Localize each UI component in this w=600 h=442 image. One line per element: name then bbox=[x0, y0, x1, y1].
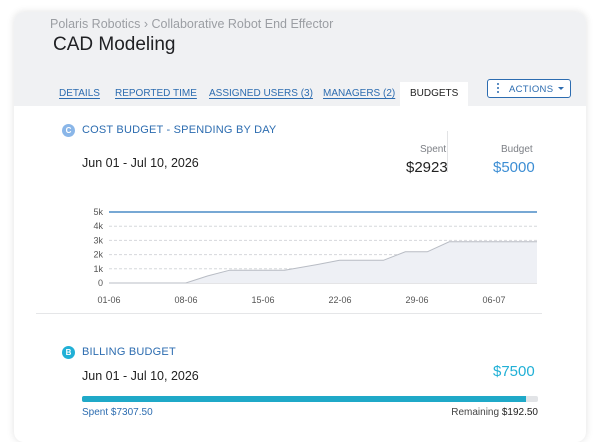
x-tick-label: 15-06 bbox=[251, 295, 274, 305]
spending-area bbox=[109, 241, 537, 283]
budget-value: $5000 bbox=[493, 159, 535, 176]
billing-spent: Spent $7307.50 bbox=[82, 407, 153, 418]
breadcrumb-project[interactable]: Collaborative Robot End Effector bbox=[151, 17, 334, 31]
page-header: Polaris Robotics › Collaborative Robot E… bbox=[14, 12, 586, 106]
x-tick-label: 08-06 bbox=[174, 295, 197, 305]
billing-budget-value: $7500 bbox=[493, 363, 535, 380]
billing-remaining: Remaining $192.50 bbox=[414, 407, 538, 418]
breadcrumb-separator: › bbox=[143, 17, 148, 31]
billing-budget-title: BILLING BUDGET bbox=[82, 346, 176, 358]
tab-managers[interactable]: MANAGERS (2) bbox=[323, 88, 396, 99]
budget-card: Polaris Robotics › Collaborative Robot E… bbox=[14, 12, 586, 442]
spent-label: Spent bbox=[420, 144, 447, 155]
tab-details[interactable]: DETAILS bbox=[59, 88, 100, 99]
billing-remaining-label: Remaining bbox=[451, 407, 500, 418]
actions-button-label: ACTIONS bbox=[509, 84, 554, 95]
tab-reported-time[interactable]: REPORTED TIME bbox=[115, 88, 197, 99]
billing-remaining-value: $192.50 bbox=[501, 407, 538, 418]
breadcrumb: Polaris Robotics › Collaborative Robot E… bbox=[50, 17, 333, 31]
tab-assigned-users[interactable]: ASSIGNED USERS (3) bbox=[209, 88, 313, 99]
billing-spent-value: $7307.50 bbox=[110, 407, 153, 418]
breadcrumb-org[interactable]: Polaris Robotics bbox=[50, 17, 141, 31]
y-tick-label: 3k bbox=[93, 235, 103, 245]
x-tick-label: 22-06 bbox=[328, 295, 351, 305]
y-tick-label: 5k bbox=[93, 207, 103, 217]
x-tick-label: 29-06 bbox=[405, 295, 428, 305]
cost-date-range: Jun 01 - Jul 10, 2026 bbox=[82, 156, 199, 170]
vertical-dots-icon bbox=[497, 83, 500, 95]
spending-chart: 0 1k 2k 3k 4k 5k 01-06 08-06 15-06 22-06 29-06 06-… bbox=[93, 207, 537, 305]
actions-button[interactable]: ACTIONS bbox=[487, 79, 571, 98]
billing-progress-fill bbox=[82, 396, 527, 402]
y-tick-label: 2k bbox=[93, 250, 103, 260]
billing-budget-badge: B bbox=[62, 346, 75, 359]
cost-budget-badge: C bbox=[62, 124, 75, 137]
y-tick-label: 4k bbox=[93, 221, 103, 231]
page-title: CAD Modeling bbox=[53, 34, 176, 55]
billing-date-range: Jun 01 - Jul 10, 2026 bbox=[82, 369, 199, 383]
cost-budget-title: COST BUDGET - SPENDING BY DAY bbox=[82, 124, 277, 136]
stat-divider bbox=[447, 131, 448, 172]
billing-progress-bar bbox=[82, 396, 538, 402]
section-divider bbox=[36, 313, 542, 314]
tab-bar: DETAILS REPORTED TIME ASSIGNED USERS (3)… bbox=[14, 82, 586, 106]
x-tick-label: 01-06 bbox=[97, 295, 120, 305]
spent-value: $2923 bbox=[406, 159, 448, 176]
tab-budgets[interactable]: BUDGETS bbox=[400, 82, 469, 106]
y-tick-label: 0 bbox=[98, 278, 103, 288]
billing-spent-label: Spent bbox=[82, 407, 109, 418]
x-tick-label: 06-07 bbox=[482, 295, 505, 305]
budget-label: Budget bbox=[501, 144, 533, 155]
spending-line bbox=[109, 241, 537, 284]
y-tick-label: 1k bbox=[93, 264, 103, 274]
caret-down-icon bbox=[558, 87, 564, 90]
